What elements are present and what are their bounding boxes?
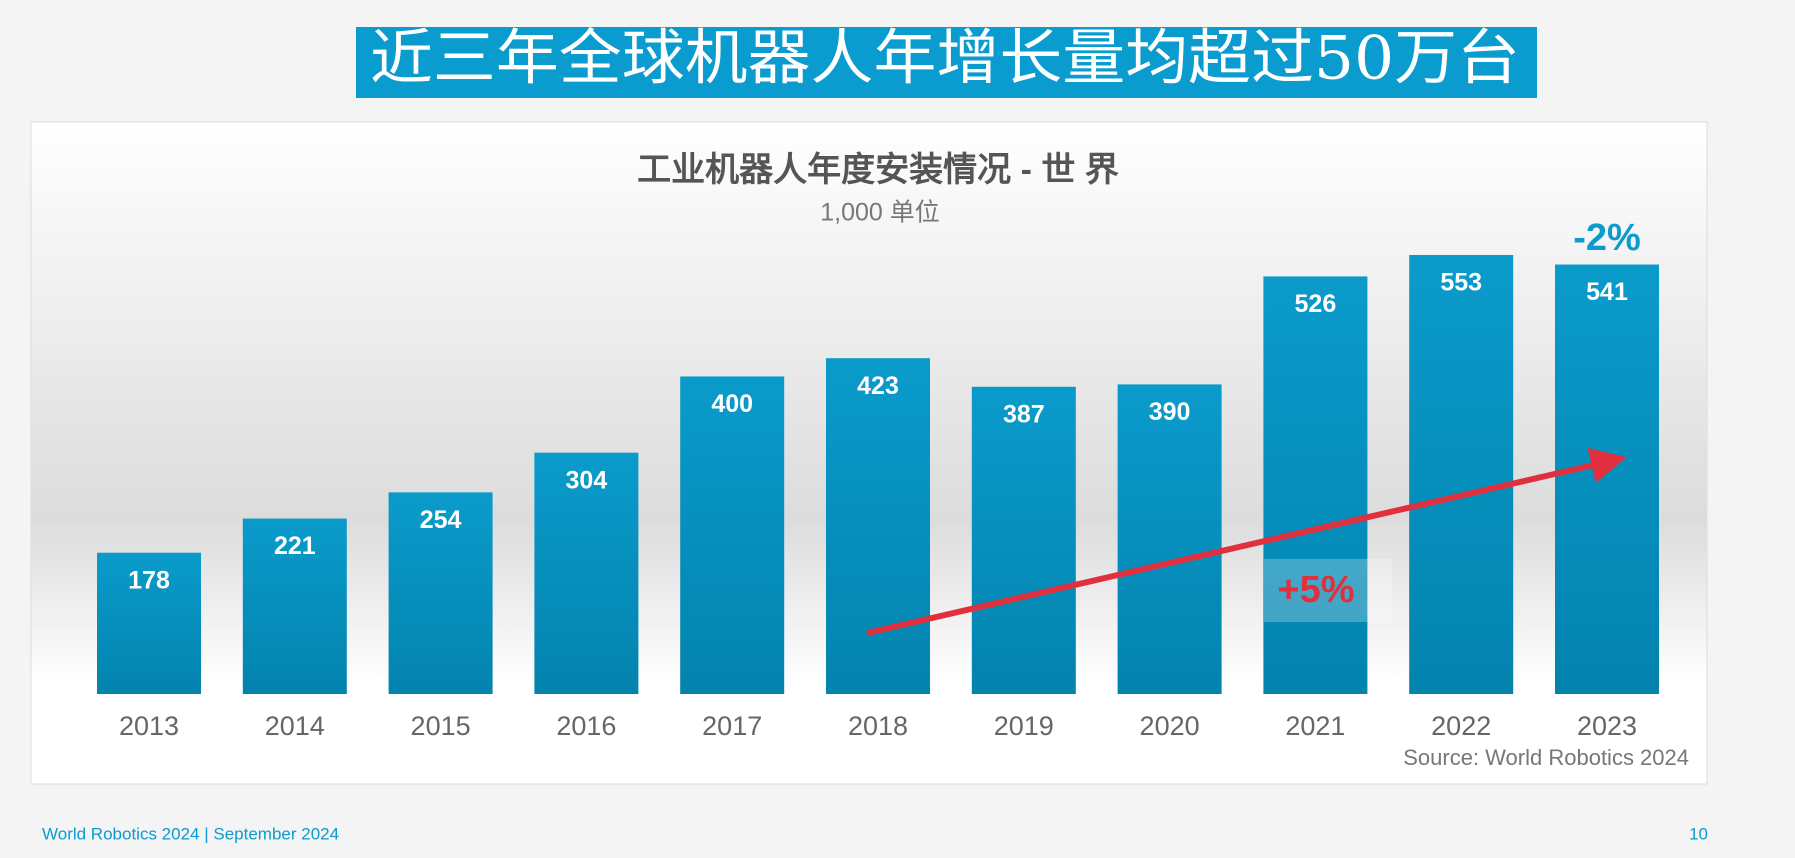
page-number: 10 — [1689, 824, 1708, 843]
bar — [242, 518, 347, 694]
data-label: 304 — [566, 466, 608, 494]
x-tick-label: 2021 — [1285, 711, 1345, 741]
data-label: 423 — [857, 372, 899, 400]
bar — [388, 492, 493, 694]
data-label: 254 — [420, 506, 462, 534]
chart-subtitle: 1,000 单位 — [820, 199, 940, 227]
data-label: 526 — [1295, 290, 1337, 318]
growth-annotation: +5% — [1277, 569, 1354, 611]
footer: World Robotics 2024 | September 2024 — [42, 824, 339, 843]
data-label: 390 — [1149, 398, 1191, 426]
chart-title: 工业机器人年度安装情况 - 世 界 — [637, 151, 1119, 189]
x-tick-label: 2020 — [1140, 711, 1200, 741]
bar — [97, 552, 201, 694]
bars: 178 2013 221 2014 254 2015 304 2016 400 2017 423 20… — [97, 255, 1659, 741]
x-tick-label: 2018 — [848, 711, 908, 741]
bar — [534, 452, 639, 694]
data-label: 387 — [1003, 400, 1045, 428]
bar — [1555, 264, 1659, 694]
annotation-box — [1264, 559, 1392, 622]
bar — [826, 358, 930, 694]
source: Source: World Robotics 2024 — [1403, 745, 1689, 770]
x-tick-label: 2022 — [1431, 711, 1491, 741]
data-label: 178 — [128, 566, 170, 594]
bar — [1117, 384, 1222, 694]
data-label: 221 — [274, 532, 316, 560]
x-tick-label: 2019 — [994, 711, 1054, 741]
bar — [1263, 276, 1368, 694]
x-tick-label: 2023 — [1577, 711, 1637, 741]
data-label: 553 — [1440, 269, 1482, 297]
bar — [680, 376, 785, 694]
x-tick-label: 2016 — [556, 711, 616, 741]
change-annotation: -2% — [1573, 217, 1641, 259]
slide-title: 近三年全球机器人年增长量均超过50万台 — [370, 24, 1520, 94]
x-tick-label: 2017 — [702, 711, 762, 741]
data-label: 400 — [711, 390, 753, 418]
title-banner — [356, 27, 1537, 98]
x-tick-label: 2013 — [119, 711, 179, 741]
bar — [971, 386, 1076, 694]
data-label: 541 — [1586, 278, 1628, 306]
x-tick-label: 2014 — [265, 711, 325, 741]
x-tick-label: 2015 — [411, 711, 471, 741]
trend-arrow — [866, 447, 1627, 636]
bar — [1409, 255, 1514, 694]
